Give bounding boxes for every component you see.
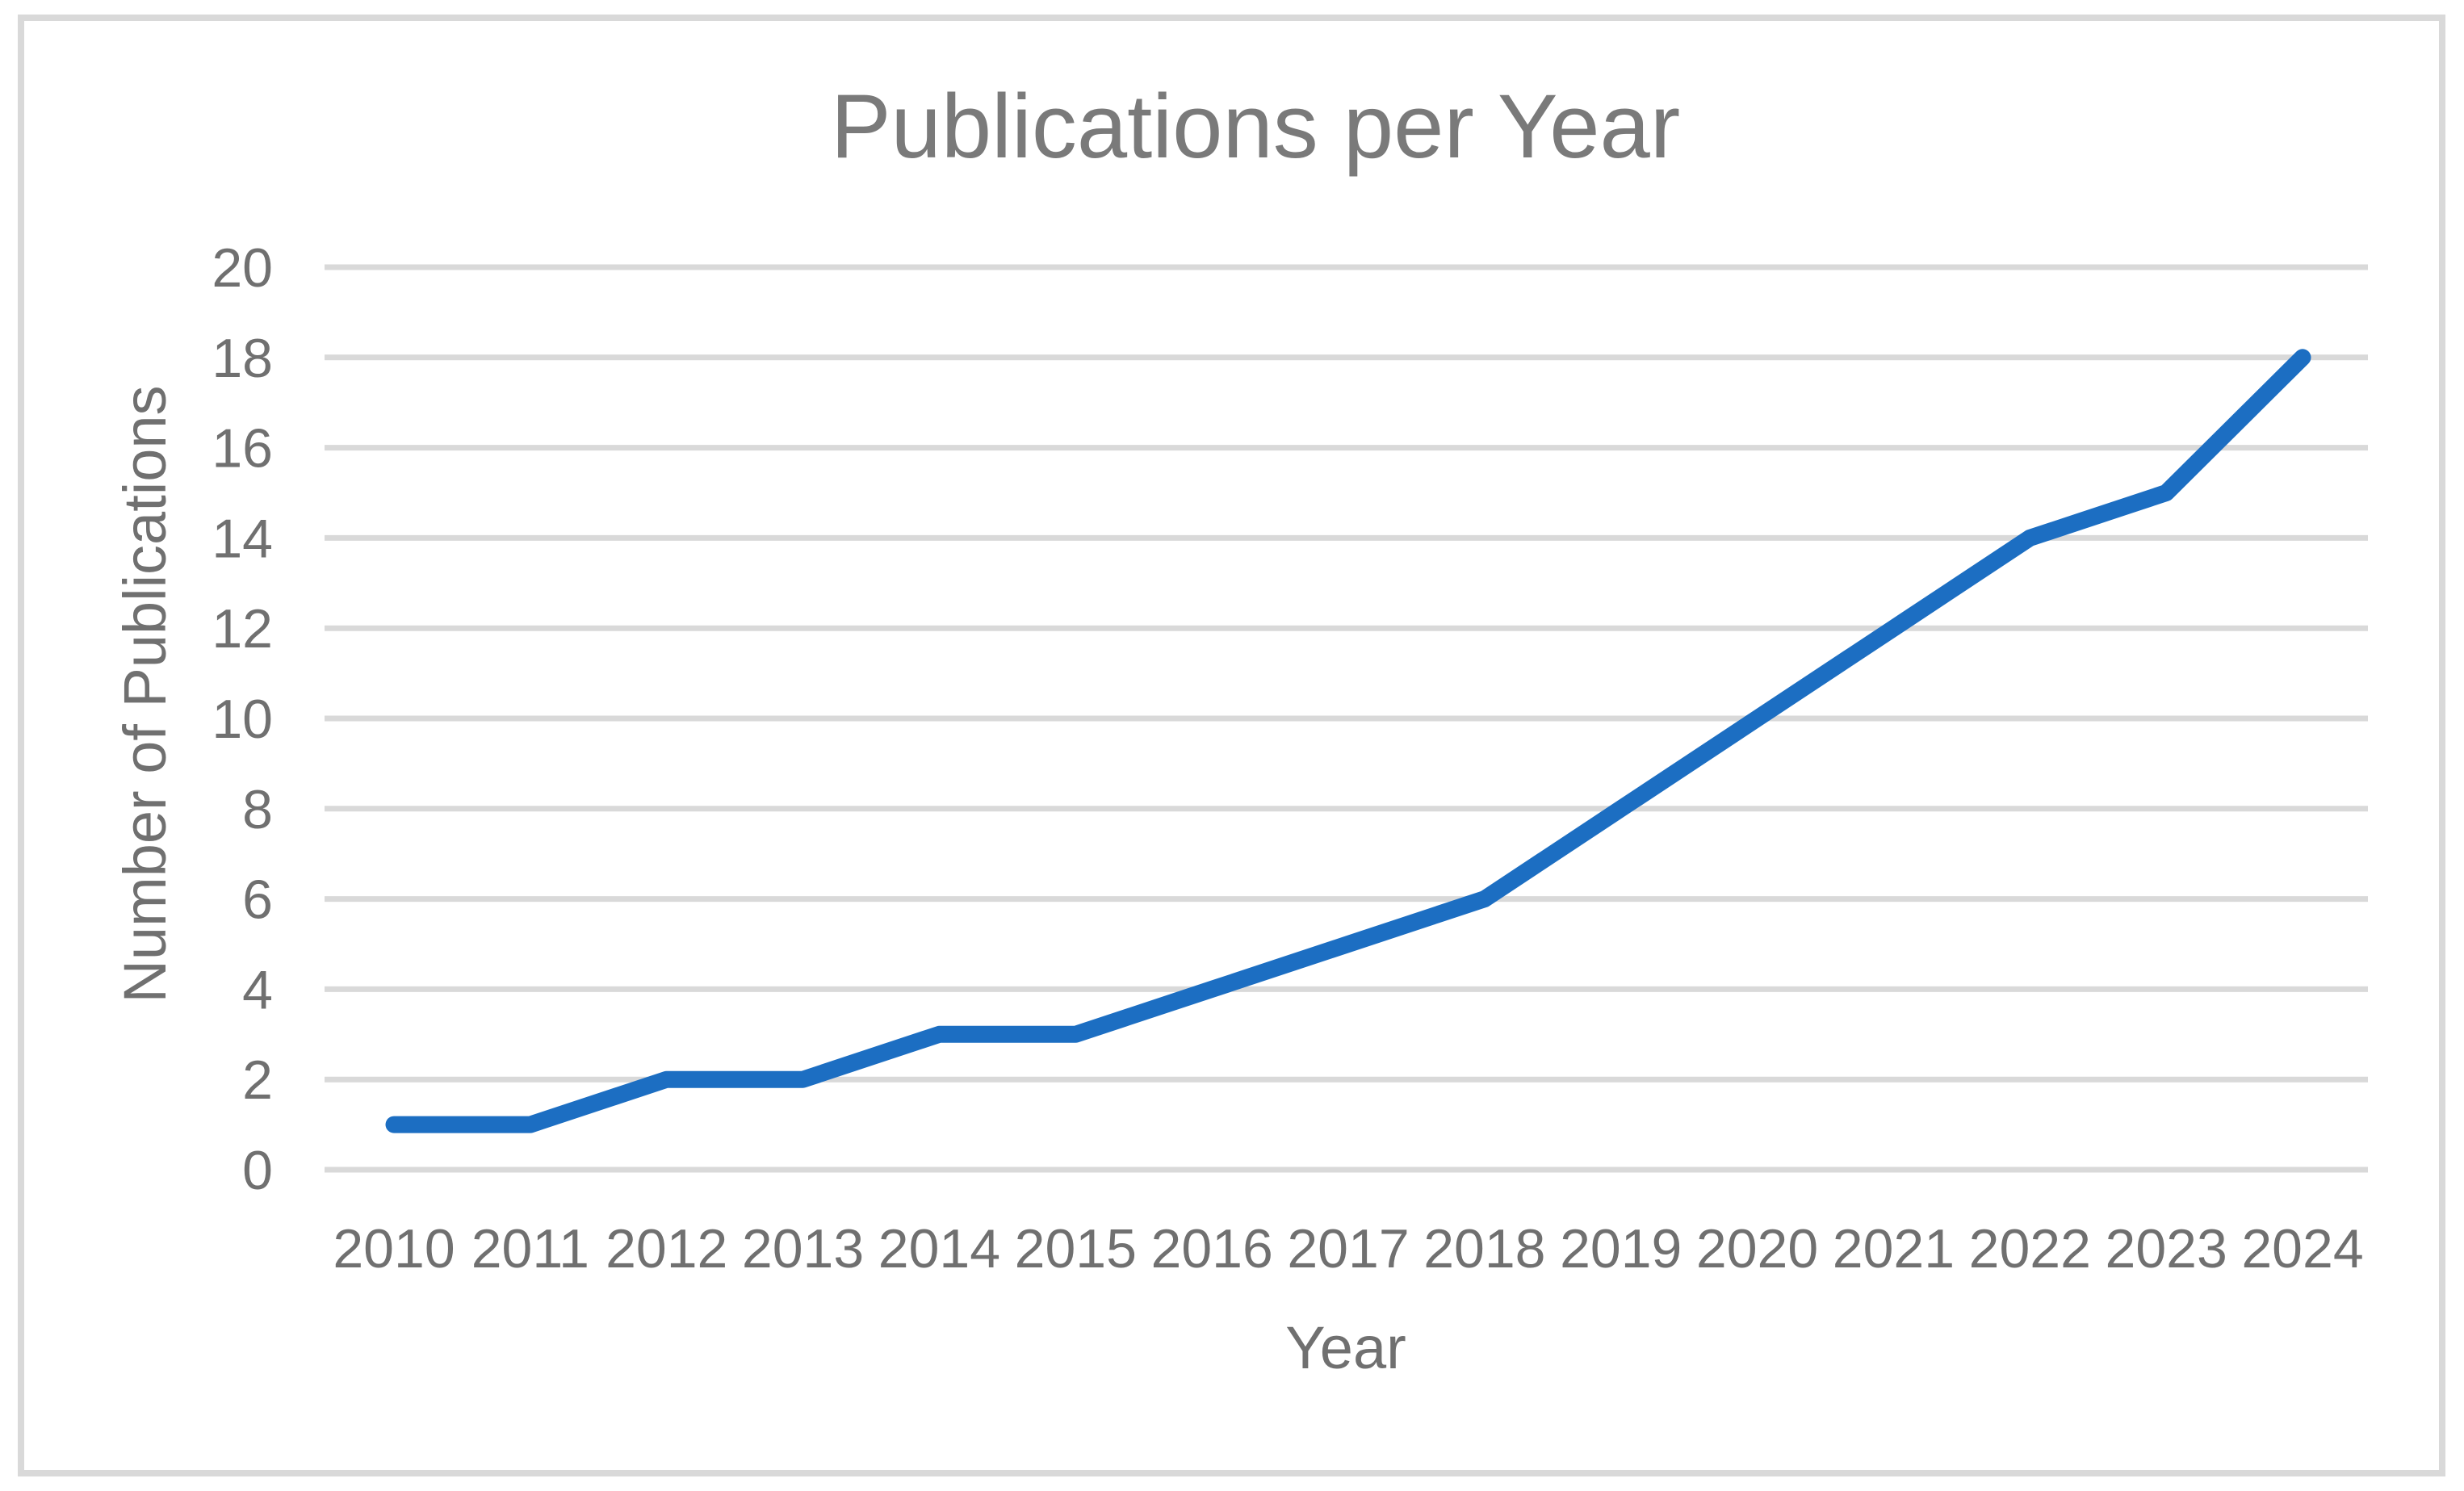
y-tick-label-6: 6 (242, 869, 273, 931)
y-tick-label-0: 0 (242, 1140, 273, 1201)
x-tick-label-2020: 2020 (1696, 1218, 1818, 1279)
y-axis-tick-labels: 0 2 4 6 8 10 12 14 16 18 20 (212, 237, 273, 1201)
x-tick-label-2017: 2017 (1287, 1218, 1409, 1279)
y-tick-label-14: 14 (212, 508, 273, 569)
y-tick-label-8: 8 (242, 779, 273, 840)
chart-title: Publications per Year (831, 76, 1680, 177)
y-tick-label-12: 12 (212, 598, 273, 660)
gridlines (325, 264, 2368, 1173)
x-tick-label-2022: 2022 (1969, 1218, 2091, 1279)
x-tick-label-2018: 2018 (1423, 1218, 1545, 1279)
x-tick-label-2014: 2014 (878, 1218, 1000, 1279)
publications-line-series (385, 349, 2311, 1133)
y-tick-label-10: 10 (212, 689, 273, 750)
x-tick-label-2015: 2015 (1015, 1218, 1137, 1279)
y-tick-label-2: 2 (242, 1049, 273, 1111)
x-axis-title: Year (1285, 1314, 1406, 1381)
x-tick-label-2023: 2023 (2106, 1218, 2227, 1279)
chart-frame-border (18, 15, 2445, 1476)
x-tick-label-2013: 2013 (742, 1218, 864, 1279)
x-tick-label-2019: 2019 (1560, 1218, 1682, 1279)
x-tick-label-2011: 2011 (471, 1218, 589, 1279)
x-tick-label-2024: 2024 (2241, 1218, 2363, 1279)
x-axis-tick-labels: 2010 2011 2012 2013 2014 2015 2016 2017 2018 2019… (333, 1218, 2363, 1279)
x-tick-label-2012: 2012 (606, 1218, 727, 1279)
x-tick-label-2016: 2016 (1151, 1218, 1273, 1279)
y-tick-label-16: 16 (212, 418, 273, 480)
y-tick-label-18: 18 (212, 328, 273, 389)
x-tick-label-2010: 2010 (333, 1218, 455, 1279)
y-tick-label-20: 20 (212, 237, 273, 299)
y-axis-title: Number of Publications (111, 385, 178, 1003)
x-tick-label-2021: 2021 (1833, 1218, 1955, 1279)
y-tick-label-4: 4 (242, 959, 273, 1020)
